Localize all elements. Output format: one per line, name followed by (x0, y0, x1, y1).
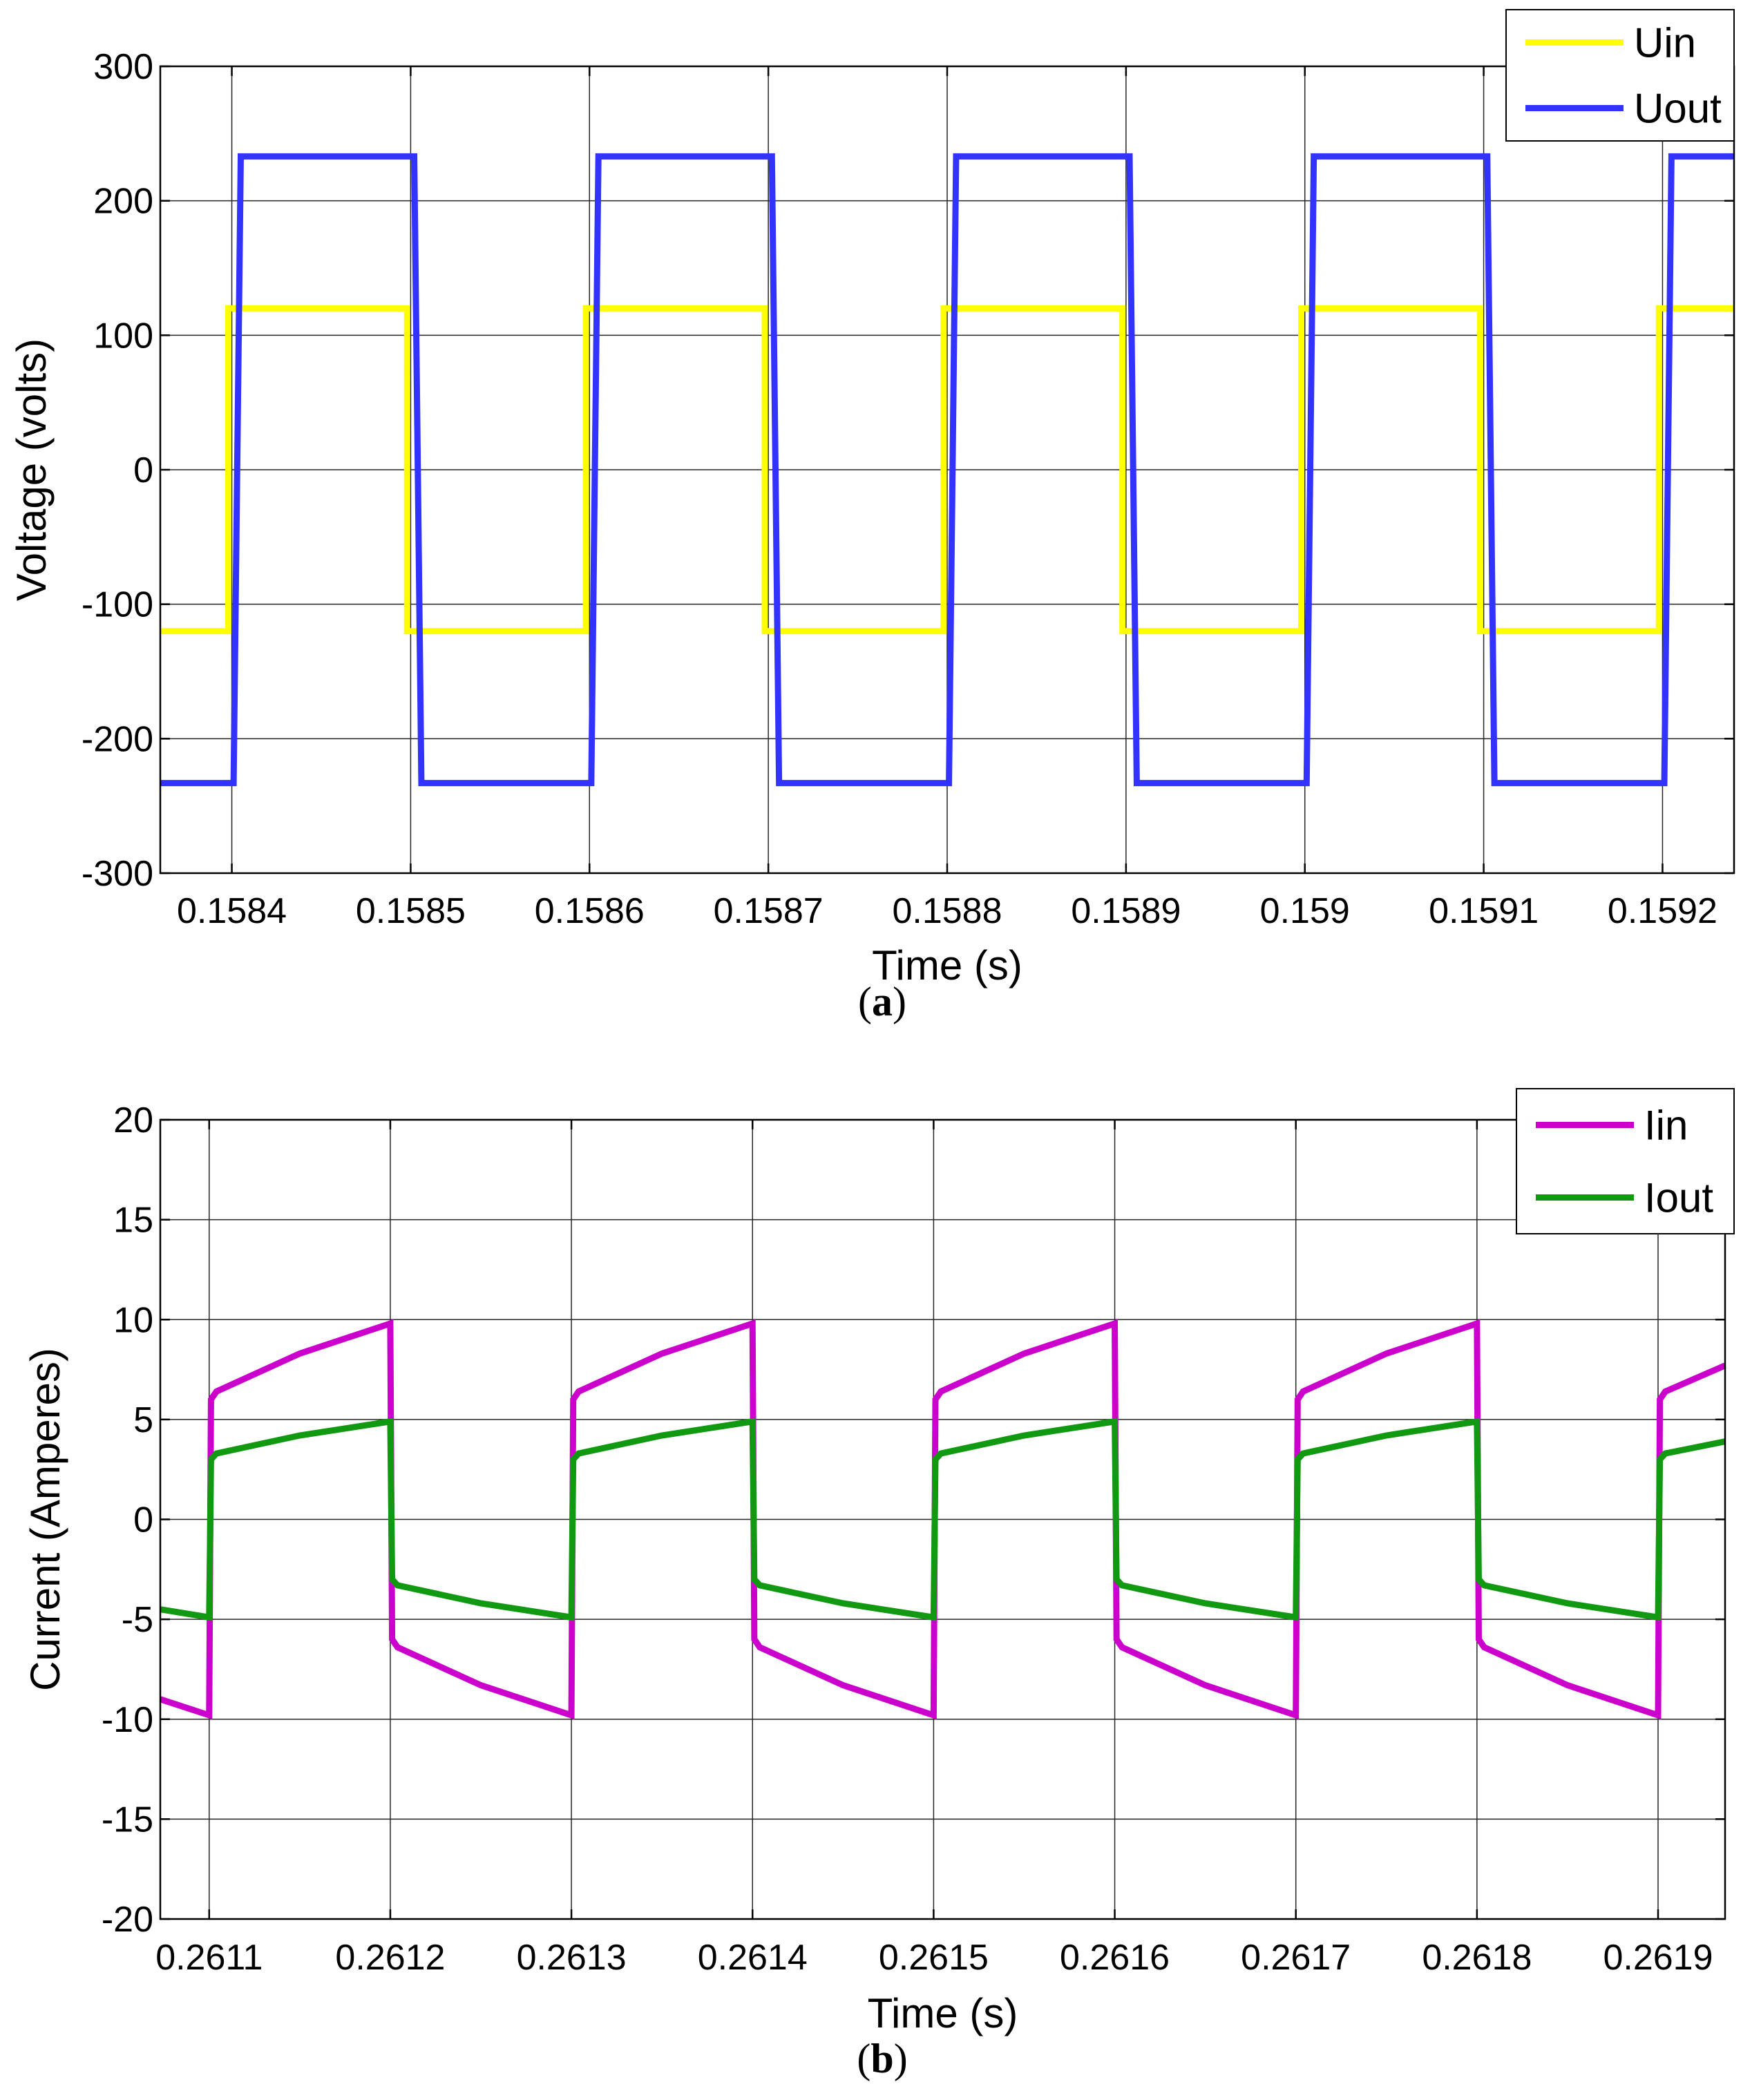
legend-label-iin: Iin (1644, 1102, 1688, 1149)
y-tick-label: -10 (102, 1700, 153, 1740)
x-tick-label: 0.159 (1260, 891, 1350, 931)
y-tick-label: 0 (133, 450, 153, 490)
x-tick-label: 0.2614 (698, 1938, 808, 1978)
legend-box (1505, 9, 1735, 142)
panel-a: 0.1584 0.1585 0.1586 0.1587 0.1588 0.1589 0.15… (8, 9, 1735, 1024)
x-axis-title: Time (s) (868, 1990, 1018, 2036)
panel-caption: (a) (858, 979, 906, 1024)
legend: Iin Iout (1516, 1088, 1735, 1234)
legend-box (1516, 1088, 1735, 1234)
caption-open: ( (857, 2036, 870, 2081)
x-tick-label: 0.2612 (335, 1938, 445, 1978)
caption-close: ) (893, 979, 906, 1024)
x-tick-label: 0.1584 (177, 891, 287, 931)
x-tick-label: 0.1591 (1429, 891, 1539, 931)
y-tick-label: 15 (113, 1201, 153, 1241)
caption-open: ( (858, 979, 872, 1024)
y-axis-title: Current (Amperes) (22, 1348, 68, 1691)
x-tick-label: 0.2618 (1422, 1938, 1532, 1978)
y-tick-label: 100 (93, 316, 153, 356)
y-tick-label: -20 (102, 1900, 153, 1940)
y-tick-label: 10 (113, 1300, 153, 1340)
legend-label-uout: Uout (1634, 86, 1722, 132)
y-tick-label: 300 (93, 47, 153, 87)
panel-b: 0.2611 0.2612 0.2613 0.2614 0.2615 0.2616 0.26… (22, 1088, 1735, 2081)
x-tick-label: 0.2615 (879, 1938, 989, 1978)
caption-close: ) (894, 2036, 908, 2081)
series-uout-line (160, 153, 1734, 787)
x-tick-label: 0.2611 (155, 1938, 263, 1978)
x-tick-label: 0.2617 (1241, 1938, 1351, 1978)
y-tick-label: 20 (113, 1100, 153, 1140)
legend-label-uin: Uin (1634, 20, 1696, 66)
x-tick-label: 0.1589 (1071, 891, 1181, 931)
y-tick-label: 0 (133, 1500, 153, 1540)
x-tick-label: 0.2616 (1060, 1938, 1170, 1978)
x-tick-label: 0.1586 (535, 891, 645, 931)
y-tick-label: 5 (133, 1400, 153, 1440)
x-tick-label: 0.2619 (1603, 1938, 1713, 1978)
panel-caption: (b) (857, 2036, 907, 2081)
x-tick-label: 0.1587 (714, 891, 824, 931)
y-tick-label: -200 (82, 719, 153, 759)
y-tick-label: -300 (82, 854, 153, 894)
y-tick-label: 200 (93, 182, 153, 222)
x-tick-label: 0.1592 (1608, 891, 1717, 931)
y-axis-title: Voltage (volts) (8, 338, 55, 601)
x-tick-label: 0.1585 (356, 891, 466, 931)
series-iout-line (160, 1418, 1726, 1621)
y-tick-label: -100 (82, 585, 153, 625)
legend: Uin Uout (1505, 9, 1735, 142)
series-iin-line (159, 1319, 1726, 1720)
x-tick-label: 0.1588 (892, 891, 1002, 931)
legend-label-iout: Iout (1644, 1175, 1713, 1221)
y-tick-label: -5 (122, 1600, 153, 1640)
x-tick-label: 0.2613 (517, 1938, 627, 1978)
caption-letter: a (872, 979, 893, 1024)
x-axis-title: Time (s) (872, 942, 1022, 989)
series-uin-line (160, 305, 1734, 635)
y-tick-label: -15 (102, 1800, 153, 1840)
caption-letter: b (870, 2036, 893, 2081)
